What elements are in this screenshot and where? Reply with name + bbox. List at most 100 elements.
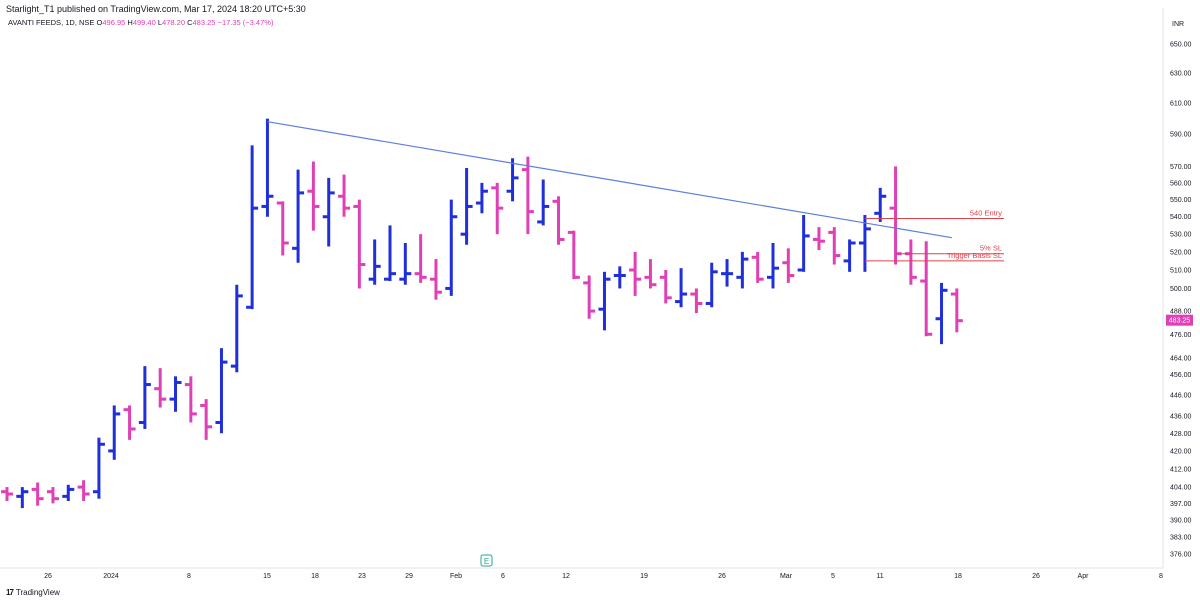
ohlc-bar[interactable] (414, 234, 427, 283)
earnings-icon[interactable]: E (480, 554, 493, 567)
ohlc-bar[interactable] (935, 282, 948, 345)
time-tick-label: 8 (187, 573, 191, 580)
ohlc-bar[interactable] (184, 376, 197, 423)
ohlc-bar[interactable] (123, 405, 136, 440)
last-price-badge (1166, 314, 1193, 326)
ohlc-bar[interactable] (246, 145, 259, 310)
ohlc-bar[interactable] (261, 118, 274, 217)
time-tick-label: Apr (1078, 573, 1090, 580)
price-tick-label: 530.00 (1170, 232, 1192, 239)
ohlc-bar[interactable] (200, 399, 213, 440)
ohlc-bar[interactable] (537, 179, 550, 226)
price-tick-label: 397.00 (1170, 501, 1192, 508)
ohlc-bar[interactable] (874, 187, 887, 222)
ohlc-bar[interactable] (1, 487, 13, 502)
price-tick-label: 488.00 (1170, 309, 1192, 316)
price-tick-label: 550.00 (1170, 197, 1192, 204)
price-tick-label: 510.00 (1170, 267, 1192, 274)
ohlc-bar[interactable] (92, 437, 105, 499)
ohlc-bar[interactable] (429, 259, 442, 300)
symbol-legend: AVANTI FEEDS, 1D, NSE O496.95 H499.40 L4… (8, 18, 273, 27)
ohlc-bar[interactable] (751, 251, 764, 283)
ohlc-bar[interactable] (767, 242, 779, 289)
ohlc-bar[interactable] (705, 262, 718, 308)
ohlc-bar[interactable] (292, 169, 305, 263)
ohlc-bar[interactable] (169, 376, 182, 412)
ohlc-bar[interactable] (598, 271, 611, 331)
time-tick-label: Feb (450, 573, 462, 580)
ohlc-bar[interactable] (782, 248, 795, 283)
time-axis[interactable]: 26 2024 8 15 18 23 29 Feb 6 12 19 26 Mar 5 11 18 26 Apr 8 (44, 573, 1163, 580)
time-tick-label: Mar (780, 573, 793, 580)
ohlc-bar[interactable] (460, 168, 473, 245)
ohlc-bar[interactable] (445, 199, 458, 296)
ohlc-bar[interactable] (613, 266, 626, 289)
ohlc-bar[interactable] (583, 275, 596, 319)
ohlc-bar[interactable] (812, 227, 825, 251)
close-label: C (187, 18, 193, 27)
time-tick-label: 26 (1032, 573, 1040, 580)
time-tick-label: 8 (1159, 573, 1163, 580)
ohlc-bar[interactable] (138, 366, 151, 429)
price-tick-label: 376.00 (1170, 552, 1192, 559)
ohlc-bar[interactable] (904, 239, 917, 285)
price-tick-label: 428.00 (1170, 431, 1192, 438)
ohlc-bar[interactable] (154, 368, 167, 408)
ohlc-bar[interactable] (399, 242, 412, 285)
ohlc-bar[interactable] (77, 480, 90, 502)
publish-info: Starlight_T1 published on TradingView.co… (6, 4, 306, 14)
ohlc-bar[interactable] (721, 259, 734, 287)
price-tick-label: 476.00 (1170, 332, 1192, 339)
ohlc-bar[interactable] (858, 215, 871, 272)
ohlc-bar[interactable] (322, 177, 335, 247)
time-tick-label: 2024 (103, 573, 119, 580)
ohlc-bar[interactable] (690, 288, 703, 313)
ohlc-bar[interactable] (16, 487, 29, 509)
ohlc-bar[interactable] (338, 174, 351, 217)
ohlc-bar[interactable] (552, 196, 565, 245)
time-tick-label: 15 (263, 573, 271, 580)
ohlc-bar[interactable] (675, 268, 688, 308)
tradingview-logo-icon: 17 (6, 588, 14, 597)
ohlc-bar[interactable] (828, 227, 841, 265)
price-axis[interactable]: 650.00 630.00 610.00 590.00 570.00 560.00 550.… (1166, 42, 1193, 559)
ohlc-bar[interactable] (31, 482, 44, 506)
ohlc-bar[interactable] (736, 251, 749, 289)
ohlc-bar[interactable] (843, 239, 856, 272)
trendline[interactable] (267, 121, 952, 239)
ohlc-bar[interactable] (353, 199, 366, 289)
ohlc-bar[interactable] (368, 239, 381, 285)
ohlc-bar[interactable] (920, 241, 933, 337)
ohlc-bar[interactable] (491, 182, 504, 235)
ohlc-bar[interactable] (276, 201, 289, 256)
ohlc-bar[interactable] (384, 225, 396, 282)
price-tick-label: 560.00 (1170, 180, 1192, 187)
ohlc-bar[interactable] (797, 215, 810, 272)
ohlc-bar[interactable] (521, 156, 534, 235)
last-price-label: 483.25 (1169, 318, 1191, 325)
ohlc-bar[interactable] (659, 269, 672, 304)
price-tick-label: 500.00 (1170, 286, 1192, 293)
open-label: O (96, 18, 103, 27)
time-tick-label: 23 (358, 573, 366, 580)
time-tick-label: 29 (405, 573, 413, 580)
ohlc-bar[interactable] (215, 348, 228, 434)
ohlc-bar[interactable] (108, 405, 121, 460)
ohlc-bar[interactable] (475, 182, 488, 214)
ohlc-bar[interactable] (62, 484, 75, 502)
ohlc-bar[interactable] (644, 259, 657, 289)
price-tick-label: 464.00 (1170, 356, 1192, 363)
ohlc-bar[interactable] (567, 230, 580, 280)
ohlc-bar[interactable] (506, 158, 519, 202)
ohlc-bar[interactable] (889, 166, 902, 265)
footer-brand[interactable]: 17 TradingView (6, 588, 60, 597)
ohlc-bar[interactable] (46, 487, 59, 504)
ohlc-bar[interactable] (307, 161, 320, 231)
high-value: 499.40 (132, 18, 156, 27)
ohlc-bar[interactable] (950, 288, 963, 333)
price-tick-label: 420.00 (1170, 448, 1192, 455)
ohlc-bar[interactable] (629, 251, 642, 296)
ohlc-bar[interactable] (230, 284, 243, 373)
